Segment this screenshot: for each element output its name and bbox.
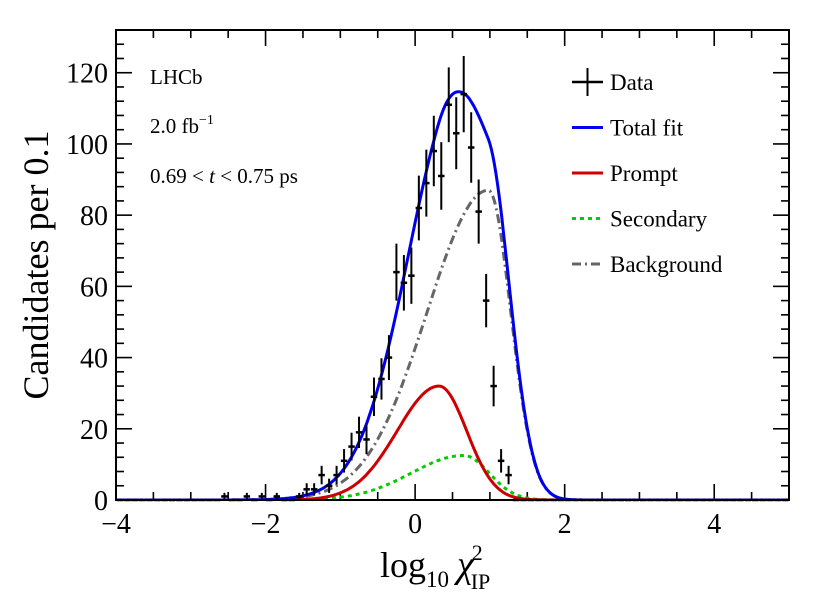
annotations: LHCb 2.0 fb−1 0.69 < t < 0.75 ps [150,65,298,188]
data-point [295,492,303,500]
x-tick-label: 2 [558,509,572,540]
data-point [438,142,445,210]
x-tick-label: 4 [707,509,721,540]
data-point [430,115,438,187]
data-point [475,179,482,244]
total-fit-curve [116,90,789,500]
data-point [243,492,251,500]
y-tick-label: 80 [80,201,108,232]
y-tick-label: 20 [80,415,108,446]
secondary-curve [116,454,789,500]
data-point [393,243,400,301]
data-point [355,416,363,449]
data-point [385,335,393,381]
y-tick-label: 60 [80,272,108,303]
data-point [325,478,333,493]
data-point [453,97,460,170]
legend-entry: Prompt [572,161,678,186]
data-point [445,67,452,143]
luminosity-label: 2.0 fb−1 [150,113,214,138]
legend-label: Total fit [610,116,684,141]
y-axis-title: Candidates per 0.1 [16,131,56,400]
legend-entry: Total fit [572,116,684,141]
data-point [340,449,348,473]
background-curve [116,188,789,500]
time-range-label: 0.69 < t < 0.75 ps [150,164,298,188]
data-point [423,149,430,217]
data-point [370,377,378,416]
data-point [408,247,415,304]
data-point [273,492,281,500]
data-point [482,273,490,328]
x-axis-title: log10 χ2 IP [380,540,490,594]
x-tick-label: 0 [408,509,422,540]
y-tick-label: 40 [80,344,108,375]
plot-frame [115,29,790,501]
data-point [460,55,467,133]
data-point [333,465,340,485]
fit-curves [116,90,789,500]
data-point [378,358,385,400]
data-point [221,492,228,500]
legend-entry: Background [572,252,723,277]
experiment-label: LHCb [150,65,203,89]
data-point [303,483,310,496]
data-points [116,55,789,502]
y-tick-label: 0 [94,486,108,517]
data-point [415,175,423,241]
legend-entry: Data [572,68,653,96]
data-point [505,465,512,485]
x-tick-label: −4 [101,509,131,540]
data-point [348,432,355,461]
data-point [363,424,370,455]
legend-label: Background [610,252,723,277]
data-point [258,492,266,500]
x-tick-label: −2 [251,509,281,540]
data-point [310,483,318,496]
data-point [490,365,497,407]
y-tick-label: 100 [66,130,108,161]
legend-label: Data [610,70,653,95]
legend-entry: Secondary [572,207,708,232]
data-point [400,255,408,311]
data-point [497,449,505,473]
legend: Data Total fit Prompt Secondary Background [572,68,723,277]
data-point [318,465,325,485]
y-tick-label: 120 [66,59,108,90]
prompt-curve [116,384,789,500]
data-point [467,112,475,183]
legend-label: Prompt [610,161,678,186]
legend-label: Secondary [610,207,708,232]
